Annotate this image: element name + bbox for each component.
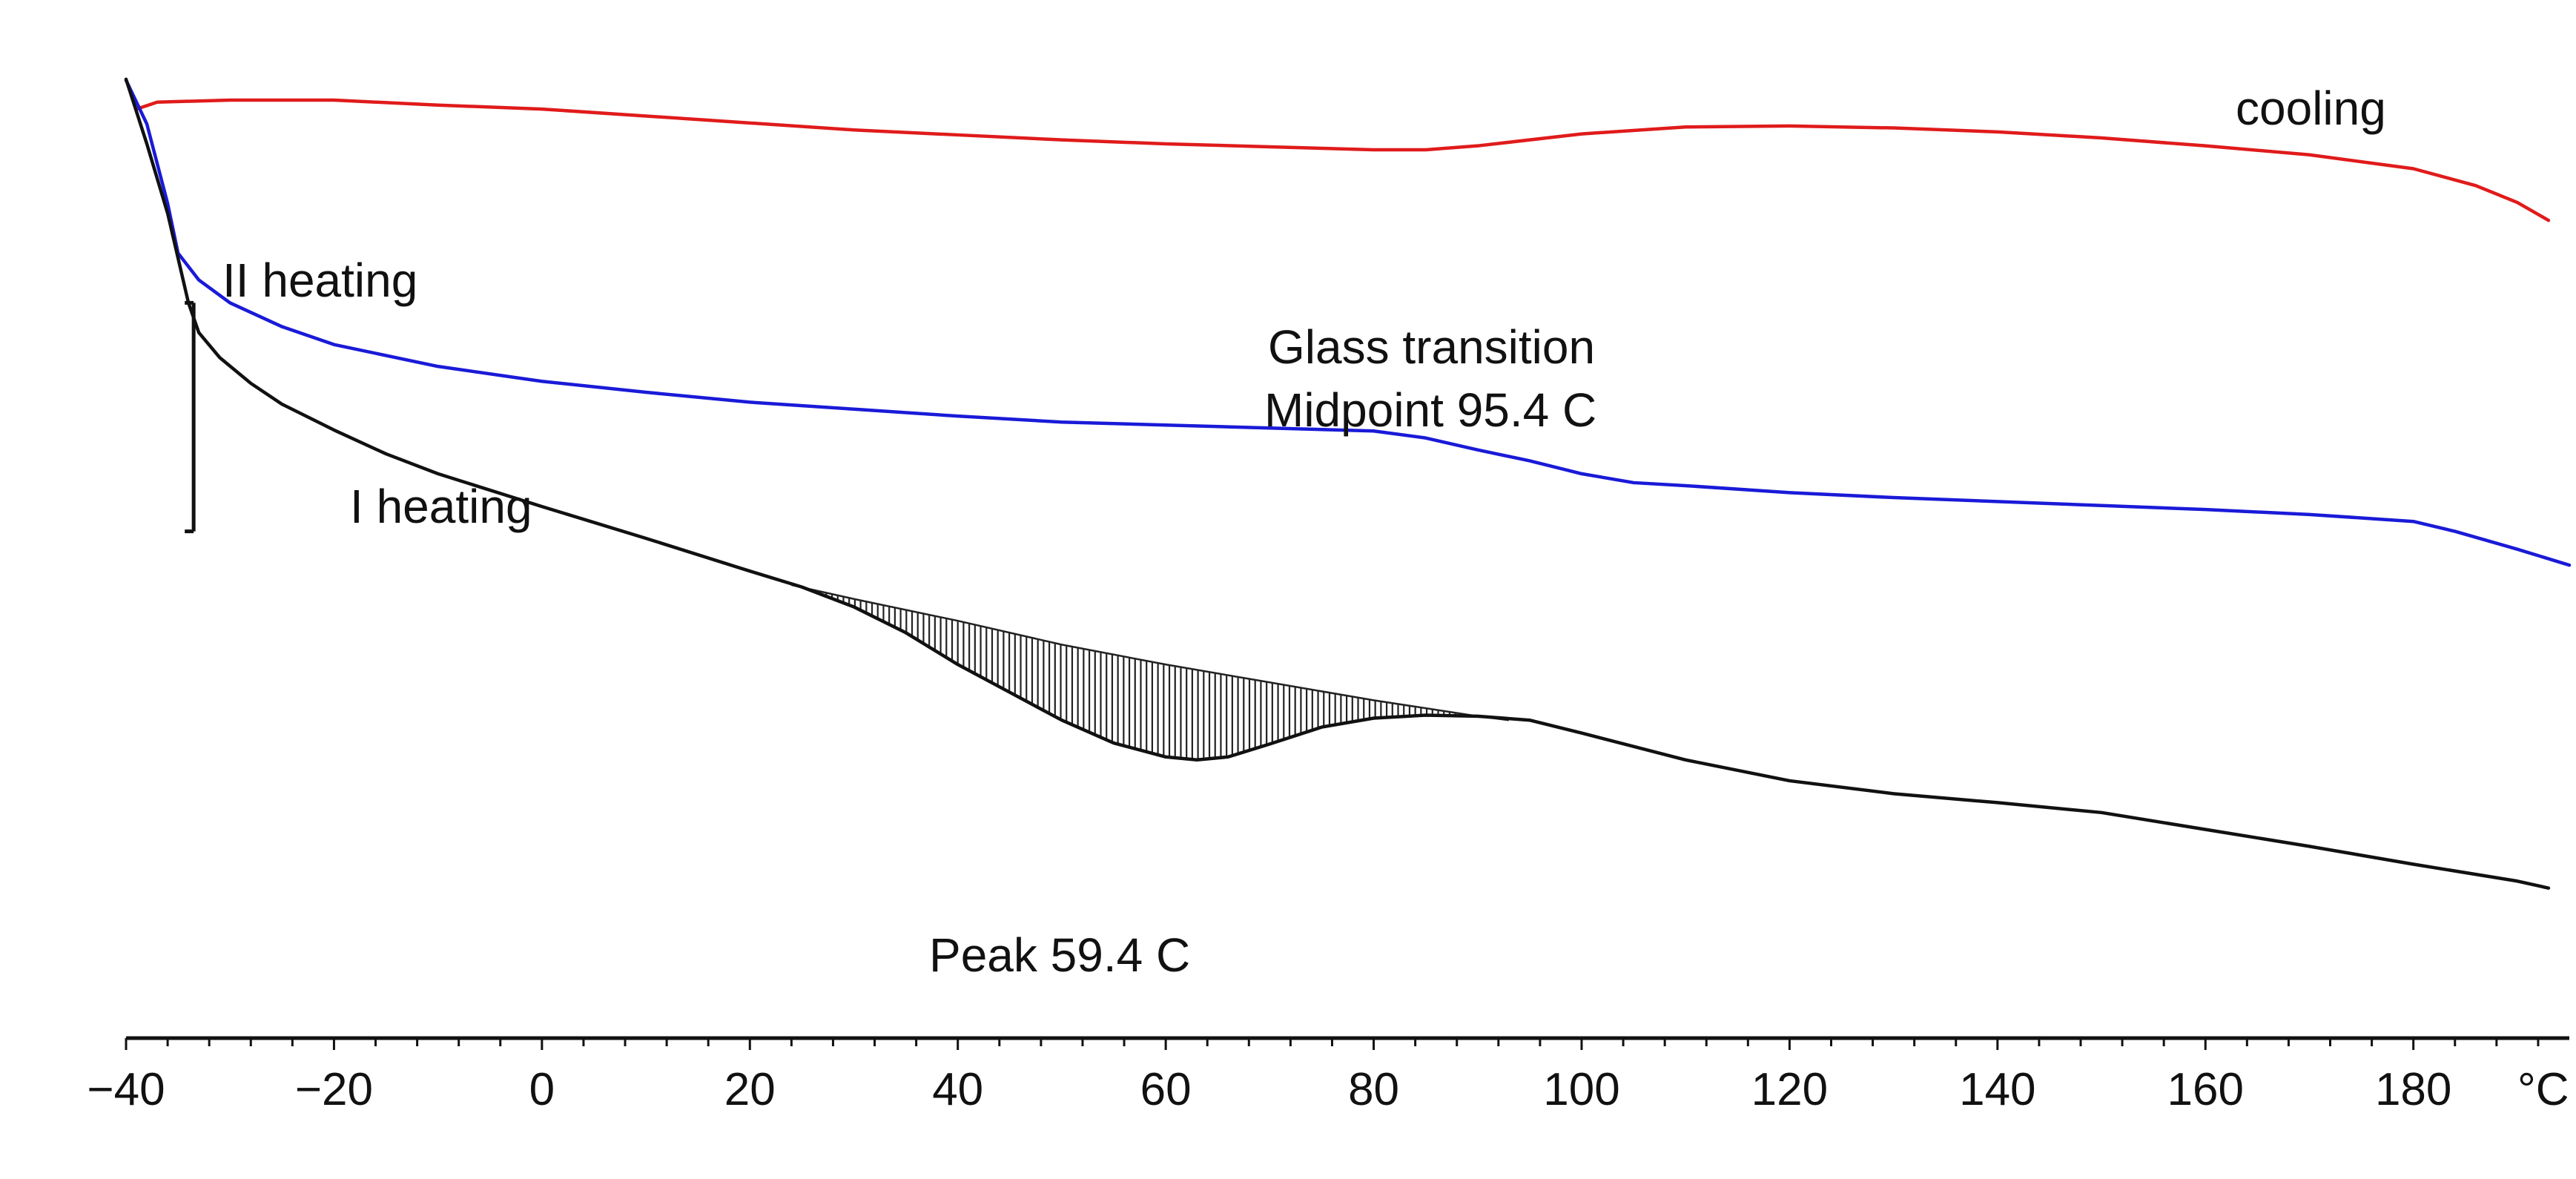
annotation-first-heating: I heating: [350, 480, 532, 533]
x-tick-label: 60: [1140, 1064, 1192, 1115]
x-tick-label: 120: [1751, 1064, 1828, 1115]
annotation-glass-transition: Glass transition: [1268, 320, 1595, 374]
x-tick-label: 180: [2375, 1064, 2451, 1115]
x-tick-label: 0: [529, 1064, 555, 1115]
annotation-cooling: cooling: [2236, 82, 2386, 135]
series-line-i-heating: [124, 77, 2551, 890]
peak-baseline: [791, 584, 1509, 721]
x-axis: [125, 1036, 2569, 1050]
annotation-peak: Peak 59.4 C: [929, 928, 1190, 982]
x-tick-label: 40: [932, 1064, 983, 1115]
annotation-glass-midpoint: Midpoint 95.4 C: [1264, 383, 1596, 437]
x-tick-label: −40: [87, 1064, 165, 1115]
series-group: [124, 77, 2572, 890]
x-tick-label: −20: [295, 1064, 373, 1115]
x-tick-label: 100: [1543, 1064, 1619, 1115]
x-tick-label: 20: [724, 1064, 776, 1115]
annotation-second-heating: II heating: [222, 254, 417, 307]
x-tick-label: 80: [1348, 1064, 1399, 1115]
x-tick-labels: −40 −20 0 20 40 60 80 100 120 140 160 180: [87, 1064, 2451, 1115]
x-tick-label: 140: [1959, 1064, 2035, 1115]
x-axis-unit-label: °C: [2517, 1064, 2569, 1115]
peak-area-hatching: [791, 584, 1509, 760]
x-tick-label: 160: [2167, 1064, 2244, 1115]
series-line-cooling: [134, 98, 2551, 222]
series-line-ii-heating: [124, 78, 2572, 567]
